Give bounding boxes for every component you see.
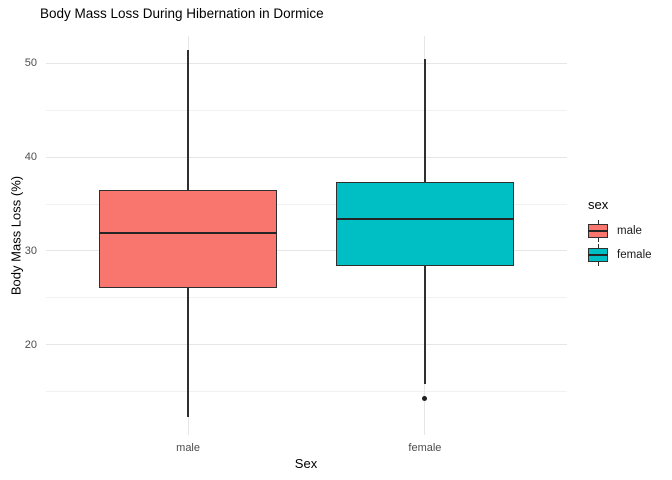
legend-key-male-icon bbox=[588, 220, 608, 242]
x-tick-label: male bbox=[176, 442, 200, 454]
minor-gridline bbox=[46, 297, 567, 299]
y-axis-title: Body Mass Loss (%) bbox=[8, 175, 24, 296]
legend-key-median bbox=[588, 254, 608, 256]
legend-key-female-icon bbox=[588, 244, 608, 266]
legend-entries: male female bbox=[588, 219, 652, 267]
legend-entry-label: female bbox=[617, 249, 652, 261]
median-line-male bbox=[99, 231, 277, 235]
major-gridline bbox=[46, 344, 567, 346]
y-tick-label: 50 bbox=[24, 57, 37, 70]
y-tick-label: 30 bbox=[24, 244, 37, 257]
legend-entry-male: male bbox=[588, 219, 652, 243]
legend-entry-female: female bbox=[588, 243, 652, 267]
y-tick-label: 20 bbox=[24, 338, 37, 351]
x-tick-label: female bbox=[408, 442, 442, 454]
major-gridline bbox=[46, 250, 567, 252]
major-gridline bbox=[46, 156, 567, 158]
minor-gridline bbox=[46, 109, 567, 111]
x-axis-title: Sex bbox=[294, 456, 318, 471]
major-gridline bbox=[46, 62, 567, 64]
median-line-female bbox=[336, 217, 514, 221]
chart-title: Body Mass Loss During Hibernation in Dor… bbox=[40, 6, 324, 21]
minor-gridline bbox=[46, 391, 567, 393]
outlier-point bbox=[422, 395, 428, 401]
legend-key-median bbox=[588, 230, 608, 232]
legend-entry-label: male bbox=[617, 225, 642, 237]
plot-panel bbox=[46, 36, 567, 435]
legend-title: sex bbox=[588, 197, 609, 212]
box-female bbox=[336, 181, 514, 266]
box-male bbox=[99, 189, 277, 288]
y-tick-label: 40 bbox=[24, 151, 37, 164]
minor-gridline bbox=[46, 203, 567, 205]
legend: sex male female bbox=[588, 197, 652, 267]
